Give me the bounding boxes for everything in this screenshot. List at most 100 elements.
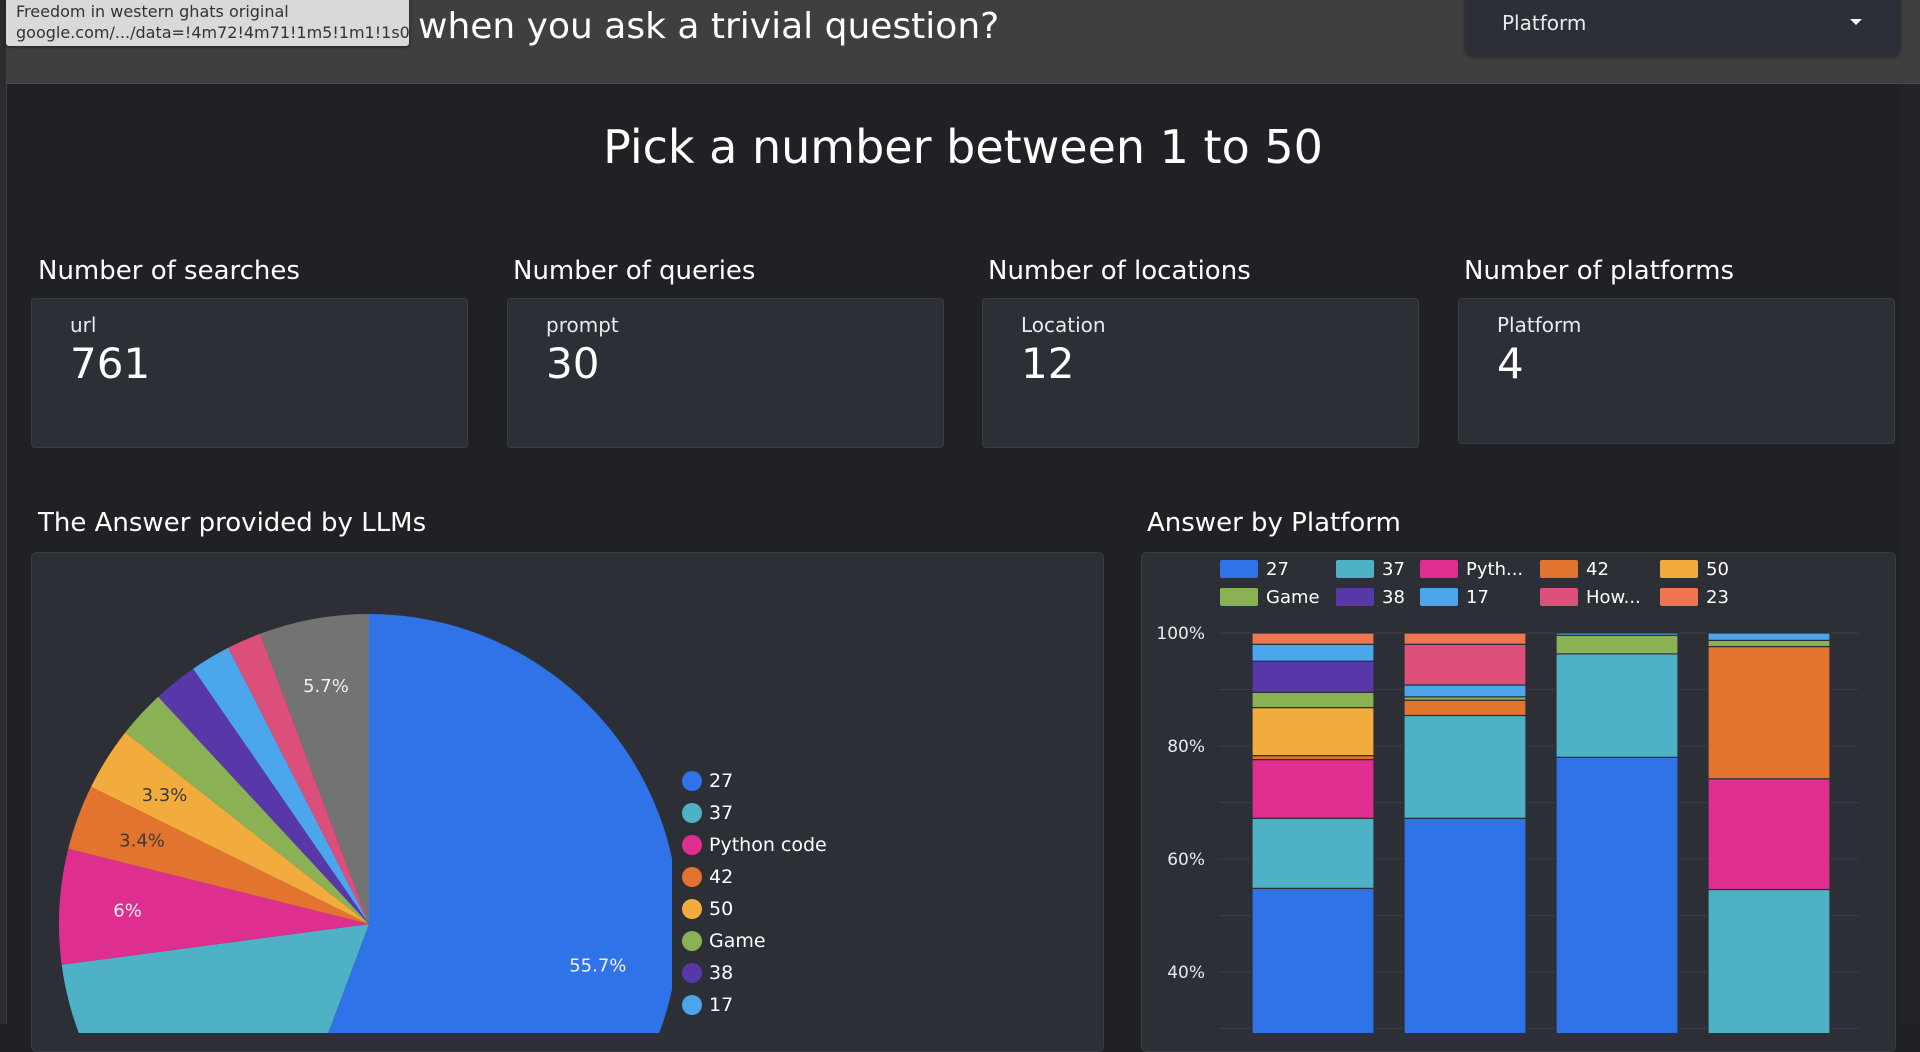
pie-data-label: 5.7% <box>303 676 349 697</box>
stacked-bar-chart[interactable]: 40% 60% 80% 100% <box>1142 553 1896 1033</box>
pie-slice[interactable] <box>228 633 369 924</box>
legend-item[interactable]: Python code <box>682 829 827 861</box>
legend-item[interactable]: 23 <box>1660 585 1760 609</box>
bar-segment[interactable] <box>1403 817 1527 1033</box>
window-edge <box>0 0 7 1024</box>
bar-segment[interactable] <box>1555 653 1679 758</box>
bar-segment[interactable] <box>1555 632 1679 636</box>
legend-dot-icon <box>682 835 702 855</box>
legend-label: 50 <box>709 898 734 920</box>
pie-slice[interactable] <box>91 732 370 924</box>
legend-dot-icon <box>682 803 702 823</box>
tooltip-url: google.com/.../data=!4m72!4m71!1m5!1m1!1… <box>16 23 409 42</box>
bar-segment[interactable] <box>1403 632 1527 645</box>
bar-segment[interactable] <box>1251 817 1375 889</box>
legend-swatch-icon <box>1420 588 1458 606</box>
legend-item[interactable]: 50 <box>682 893 827 925</box>
legend-item[interactable]: 27 <box>682 765 827 797</box>
pie-data-label: 3.3% <box>142 785 188 806</box>
kpi-label: url <box>70 313 97 337</box>
bar-segment[interactable] <box>1251 632 1375 645</box>
bar-segment[interactable] <box>1555 634 1679 655</box>
bar-legend: 27 37 Pyth... 42 50 Game 38 17 How... 23 <box>1220 557 1760 609</box>
legend-item[interactable]: Game <box>1220 585 1336 609</box>
legend-item[interactable]: 37 <box>1336 557 1420 581</box>
pie-data-label: 6% <box>113 900 142 921</box>
bar-segment[interactable] <box>1251 691 1375 709</box>
pie-legend: 27 37 Python code 42 50 Game 38 17 <box>682 765 827 1021</box>
bar-segment[interactable] <box>1555 756 1679 1033</box>
pie-slice[interactable] <box>61 924 369 1033</box>
legend-label: Game <box>1266 586 1320 608</box>
bar-segment[interactable] <box>1403 699 1527 717</box>
bar-segment[interactable] <box>1251 758 1375 819</box>
bar-segment[interactable] <box>1707 778 1831 891</box>
platform-filter-dropdown[interactable]: Platform <box>1465 0 1900 56</box>
legend-label: Game <box>709 930 766 952</box>
legend-item[interactable]: Pyth... <box>1420 557 1540 581</box>
pie-chart[interactable]: 55.7% 6% 3.4% 3.3% 5.7% <box>32 553 672 1033</box>
legend-label: 37 <box>709 802 734 824</box>
legend-item[interactable]: 42 <box>682 861 827 893</box>
bar-segment[interactable] <box>1707 645 1831 780</box>
legend-label: 27 <box>1266 558 1289 580</box>
pie-slice[interactable] <box>158 668 369 924</box>
legend-label: 17 <box>1466 586 1489 608</box>
bar-segment[interactable] <box>1403 714 1527 819</box>
bar-segment[interactable] <box>1251 660 1375 693</box>
legend-item[interactable]: Game <box>682 925 827 957</box>
y-axis-tick-label: 100% <box>1156 624 1205 644</box>
pie-slice[interactable] <box>125 696 370 924</box>
legend-swatch-icon <box>1660 588 1698 606</box>
legend-swatch-icon <box>1220 588 1258 606</box>
bar-segment[interactable] <box>1403 643 1527 686</box>
bar-segment[interactable] <box>1251 887 1375 1033</box>
bar-chart-panel: 27 37 Pyth... 42 50 Game 38 17 How... 23 40% 60% 80… <box>1141 552 1896 1052</box>
y-axis-tick-label: 40% <box>1167 963 1205 983</box>
pie-chart-title: The Answer provided by LLMs <box>38 508 427 538</box>
platform-filter-label: Platform <box>1502 11 1587 35</box>
legend-item[interactable]: 37 <box>682 797 827 829</box>
legend-item[interactable]: 17 <box>682 989 827 1021</box>
bar-segment[interactable] <box>1403 684 1527 698</box>
legend-item[interactable]: 50 <box>1660 557 1760 581</box>
bar-chart-title: Answer by Platform <box>1147 508 1401 538</box>
legend-swatch-icon <box>1660 560 1698 578</box>
kpi-value: 12 <box>1021 339 1075 388</box>
legend-item[interactable]: 27 <box>1220 557 1336 581</box>
bar-segment[interactable] <box>1251 643 1375 662</box>
bar-segment[interactable] <box>1707 888 1831 1033</box>
legend-label: 37 <box>1382 558 1405 580</box>
kpi-title-queries: Number of queries <box>513 256 756 286</box>
bar-segment[interactable] <box>1251 706 1375 757</box>
legend-swatch-icon <box>1336 560 1374 578</box>
legend-label: 50 <box>1706 558 1729 580</box>
legend-label: 27 <box>709 770 734 792</box>
legend-label: 38 <box>1382 586 1405 608</box>
y-axis-tick-label: 80% <box>1167 737 1205 757</box>
pie-slice[interactable] <box>260 614 369 924</box>
legend-item[interactable]: 38 <box>1336 585 1420 609</box>
legend-dot-icon <box>682 771 702 791</box>
kpi-card-queries: prompt 30 <box>507 298 944 448</box>
bar-segment[interactable] <box>1707 632 1831 641</box>
kpi-title-locations: Number of locations <box>988 256 1251 286</box>
pie-slice[interactable] <box>59 848 370 965</box>
legend-item[interactable]: 17 <box>1420 585 1540 609</box>
pie-slice[interactable] <box>193 647 369 924</box>
legend-swatch-icon <box>1540 588 1578 606</box>
pie-data-label: 3.4% <box>119 831 165 852</box>
kpi-title-platforms: Number of platforms <box>1464 256 1735 286</box>
kpi-value: 30 <box>546 339 600 388</box>
pie-slice[interactable] <box>260 614 672 1033</box>
legend-label: Pyth... <box>1466 558 1524 580</box>
pie-slice[interactable] <box>68 786 370 924</box>
bar-segment[interactable] <box>1707 639 1831 648</box>
legend-swatch-icon <box>1220 560 1258 578</box>
legend-label: 42 <box>1586 558 1609 580</box>
legend-item[interactable]: How... <box>1540 585 1660 609</box>
legend-item[interactable]: 42 <box>1540 557 1660 581</box>
right-gutter <box>1898 83 1920 1024</box>
legend-label: Python code <box>709 834 827 856</box>
legend-item[interactable]: 38 <box>682 957 827 989</box>
